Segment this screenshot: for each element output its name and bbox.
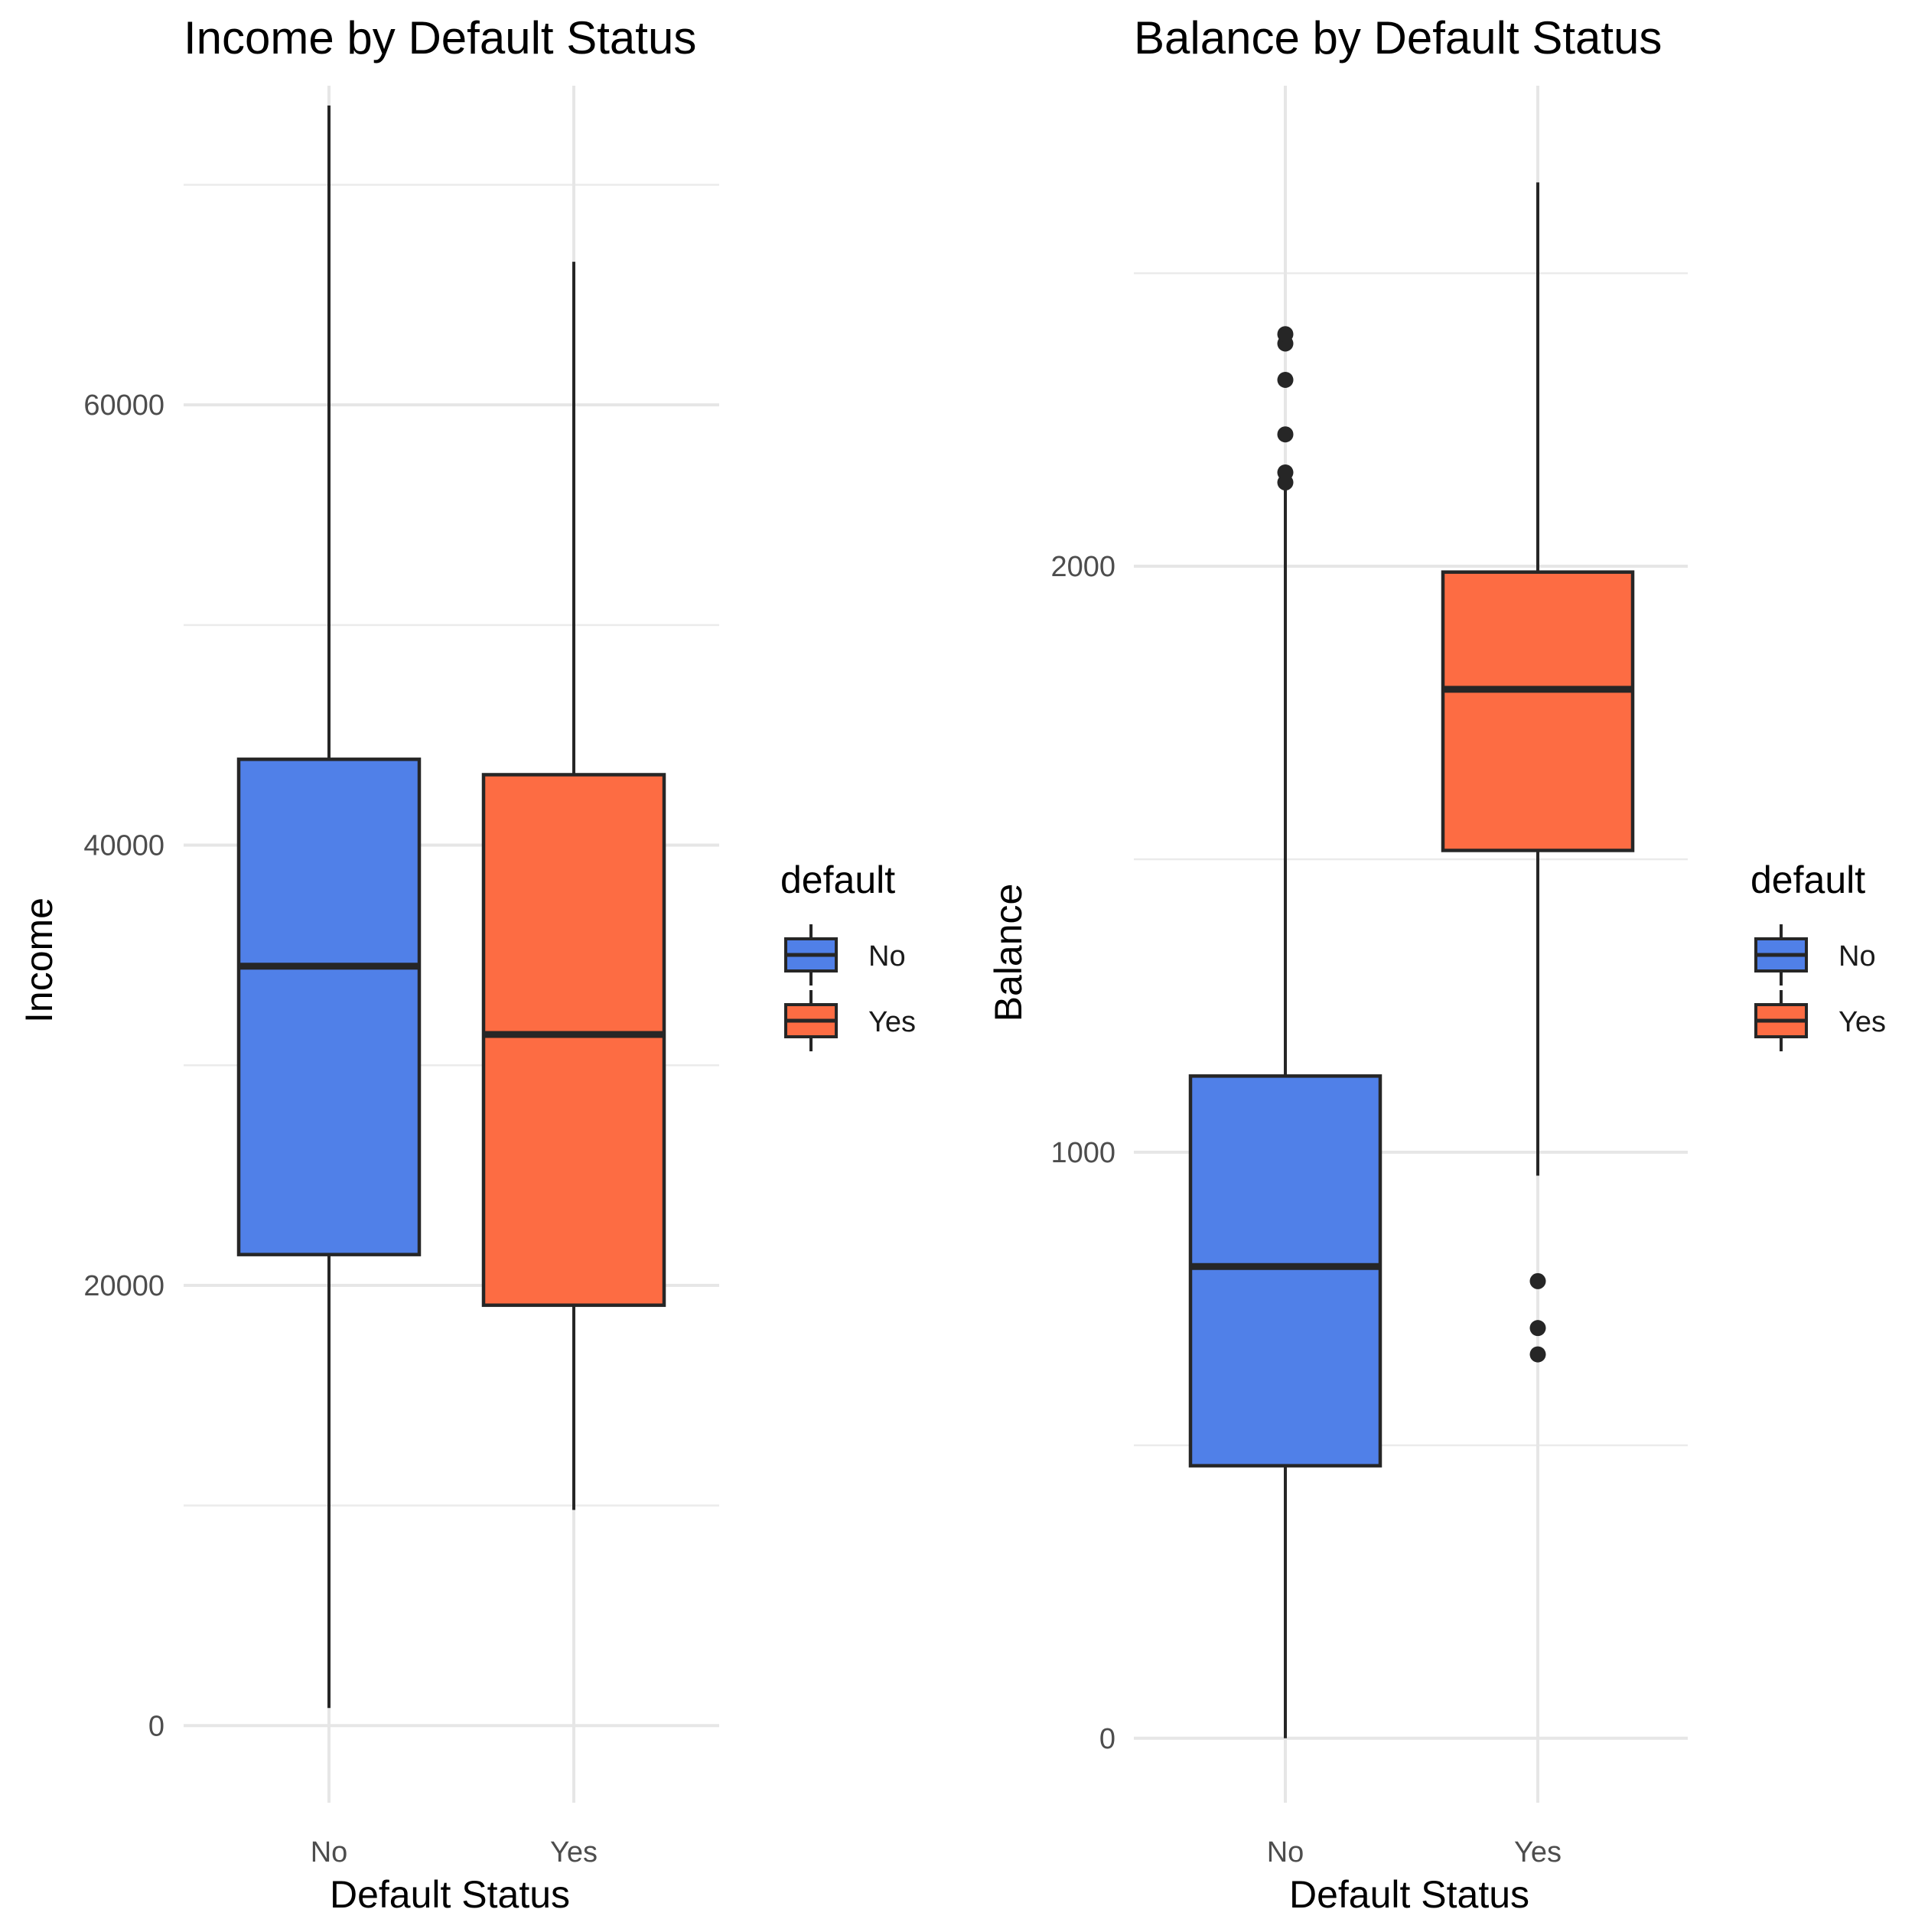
x-axis-title: Default Status — [1289, 1873, 1529, 1916]
outlier-point — [1529, 1272, 1546, 1289]
y-tick-label: 40000 — [83, 830, 164, 862]
x-axis: No Yes — [1267, 1836, 1562, 1868]
balance-panel: Balance by Default Status 0 1000 2000 No Ye… — [987, 12, 1886, 1916]
outlier-point — [1529, 1320, 1546, 1337]
legend-title: default — [1751, 858, 1865, 901]
y-axis: 0 1000 2000 — [1050, 551, 1115, 1755]
x-tick-label: Yes — [1514, 1836, 1562, 1868]
legend: default No Yes — [1751, 858, 1886, 1051]
outlier-point — [1529, 1346, 1546, 1363]
y-axis-title: Income — [18, 898, 60, 1023]
x-tick-label: No — [1267, 1836, 1304, 1868]
box-no — [1188, 1074, 1382, 1468]
y-tick-label: 1000 — [1050, 1137, 1115, 1169]
y-tick-label: 0 — [1099, 1723, 1115, 1755]
box-yes — [481, 773, 666, 1308]
boxes — [236, 105, 666, 1709]
box-yes — [1441, 570, 1635, 852]
x-axis: No Yes — [311, 1836, 598, 1868]
y-tick-label: 0 — [148, 1710, 164, 1742]
x-tick-label: No — [311, 1836, 348, 1868]
y-tick-label: 2000 — [1050, 551, 1115, 583]
y-tick-label: 20000 — [83, 1270, 164, 1302]
legend-label: No — [1838, 940, 1876, 973]
x-axis-title: Default Status — [330, 1873, 570, 1916]
income-panel: Income by Default Status 0 20000 40000 6000… — [18, 12, 916, 1916]
x-tick-label: Yes — [550, 1836, 598, 1868]
legend-label: Yes — [868, 1006, 916, 1038]
outlier-point — [1277, 464, 1294, 481]
boxes — [1188, 182, 1635, 1738]
outlier-point — [1277, 371, 1294, 388]
grid — [1134, 86, 1688, 1803]
box-no — [236, 757, 422, 1256]
legend: default No Yes — [780, 858, 916, 1051]
y-axis: 0 20000 40000 60000 — [83, 389, 164, 1742]
outlier-point — [1277, 326, 1294, 343]
outlier-point — [1277, 426, 1294, 443]
legend-title: default — [780, 858, 895, 901]
legend-label: Yes — [1838, 1006, 1886, 1038]
y-tick-label: 60000 — [83, 389, 164, 422]
y-axis-title: Balance — [987, 884, 1030, 1022]
chart-title: Income by Default Status — [184, 12, 696, 64]
legend-label: No — [868, 940, 906, 973]
chart-title: Balance by Default Status — [1134, 12, 1662, 64]
